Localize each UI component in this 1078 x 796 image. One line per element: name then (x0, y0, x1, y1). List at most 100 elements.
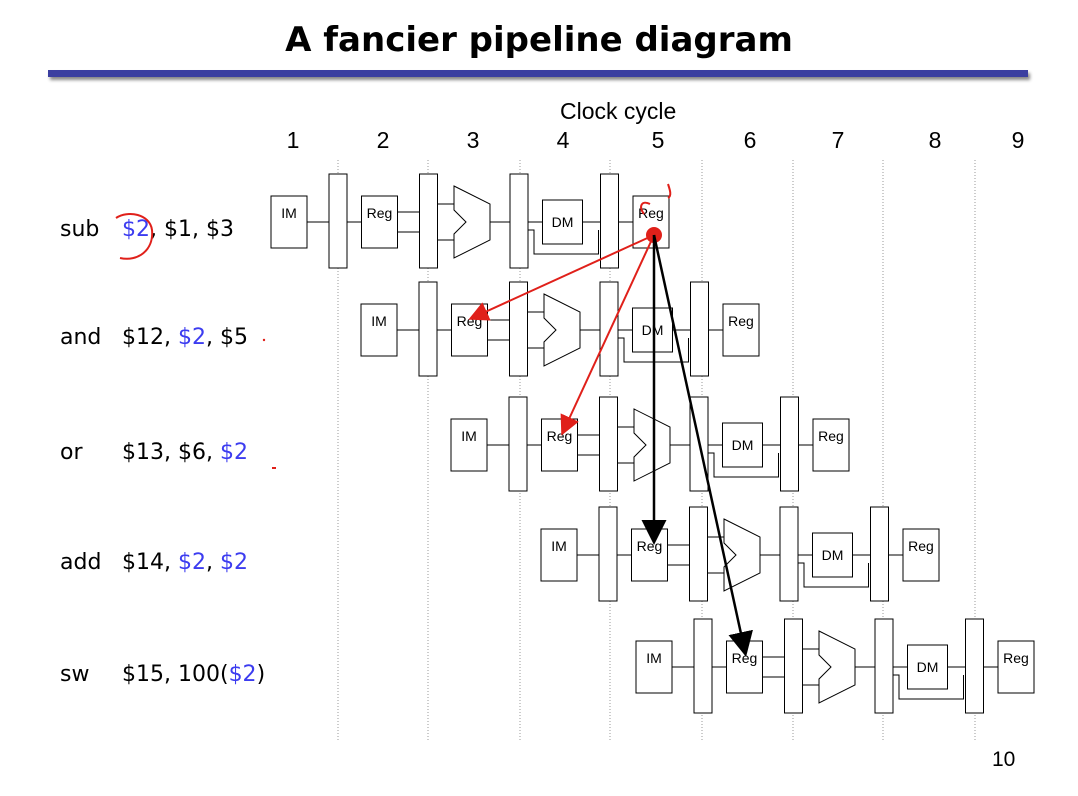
forward-arrow-and (468, 234, 655, 321)
im-label: IM (461, 428, 477, 444)
opcode: sub (60, 217, 100, 242)
pipeline-register (599, 396, 618, 492)
pipeline-register (780, 396, 799, 492)
dependent-register: $2 (177, 550, 206, 575)
reg-label: Reg (547, 428, 573, 444)
dependent-register: $2 (219, 550, 248, 575)
annotation-scribble (640, 201, 651, 215)
im-label: IM (646, 650, 662, 666)
instruction-sub: sub $2, $1, $3 (60, 217, 234, 242)
im-label: IM (551, 538, 567, 554)
reg-writeback-label: Reg (728, 313, 754, 329)
pipeline-register (328, 173, 348, 269)
dm-label: DM (732, 437, 754, 453)
reg-writeback-label: Reg (818, 428, 844, 444)
reg-box (541, 418, 578, 472)
bypass-wire (893, 674, 964, 700)
operand-text: $13, $6, (122, 440, 220, 465)
operand-text: ) (256, 662, 266, 687)
cycle-label: 7 (831, 127, 845, 153)
reg-writeback-box (722, 303, 760, 357)
reg-label: Reg (732, 650, 758, 666)
dm-box (632, 307, 673, 353)
operand-text: , $5 (205, 325, 248, 350)
pipeline-register (598, 506, 618, 602)
operand-text: $14, (122, 550, 178, 575)
pipeline-register (419, 173, 438, 269)
im-box (540, 528, 578, 582)
operand-text: , $1, $3 (150, 217, 234, 242)
im-box (360, 303, 398, 357)
reg-writeback-label: Reg (908, 538, 934, 554)
cycle-label: 9 (1011, 127, 1025, 153)
cycle-label: 5 (651, 127, 665, 153)
im-box (270, 195, 308, 249)
pipeline-register (690, 281, 709, 377)
cycle-label: 1 (286, 127, 300, 153)
annotation-dot (262, 338, 266, 342)
alu (723, 518, 761, 592)
cycle-label: 8 (928, 127, 942, 153)
pipeline-register (509, 281, 528, 377)
instruction-add: add $14, $2, $2 (60, 550, 248, 575)
operand-text: $15, 100( (122, 662, 229, 687)
instruction-or: or $13, $6, $2 (60, 440, 248, 465)
annotation-tick (667, 183, 672, 199)
alu (818, 630, 856, 704)
page-title: A fancier pipeline diagram (285, 20, 793, 60)
alu (453, 185, 491, 259)
alu (633, 408, 671, 482)
operand-text: $12, (122, 325, 178, 350)
pipeline-register (784, 618, 803, 714)
annotation-circle-dest (115, 213, 154, 260)
dependent-register: $2 (122, 217, 150, 242)
reg-writeback-label: Reg (1003, 650, 1029, 666)
bypass-wire (528, 229, 599, 255)
im-label: IM (281, 205, 297, 221)
forward-arrow-sw (652, 234, 753, 657)
reg-writeback-box (812, 418, 850, 472)
pipeline-register (599, 281, 619, 377)
pipeline-register (600, 173, 619, 269)
pipeline-register (689, 506, 708, 602)
pipeline-register (509, 173, 529, 269)
pipeline-register (508, 396, 528, 492)
reg-writeback-box (902, 528, 940, 582)
alu (543, 293, 581, 367)
reg-label: Reg (367, 205, 393, 221)
pipeline-register (418, 281, 438, 377)
instruction-sw: sw $15, 100($2) (60, 662, 265, 687)
opcode: add (60, 550, 102, 575)
dm-label: DM (642, 322, 664, 338)
reg-label: Reg (637, 538, 663, 554)
opcode: sw (60, 662, 90, 687)
cycle-label: 6 (743, 127, 757, 153)
opcode: or (60, 440, 83, 465)
pipeline-register (693, 618, 713, 714)
dm-label: DM (822, 547, 844, 563)
bypass-wire (618, 337, 689, 363)
pipeline-register (874, 618, 894, 714)
pipeline-register (779, 506, 799, 602)
im-label: IM (371, 313, 387, 329)
im-box (450, 418, 488, 472)
dependent-register: $2 (177, 325, 206, 350)
reg-writeback-label: Reg (638, 205, 664, 221)
forward-arrow-or (560, 234, 655, 436)
pipeline-register (965, 618, 984, 714)
dependent-register: $2 (219, 440, 248, 465)
bypass-wire (708, 452, 779, 478)
title-rule (48, 70, 1028, 77)
pipeline-register (870, 506, 889, 602)
instruction-and: and $12, $2, $5 (60, 325, 248, 350)
dm-box (812, 532, 853, 578)
dm-label: DM (552, 214, 574, 230)
cycle-label: 2 (376, 127, 390, 153)
dm-label: DM (917, 659, 939, 675)
reg-box (631, 528, 668, 582)
reg-box (361, 195, 398, 249)
dependent-register: $2 (228, 662, 257, 687)
cycle-label: 4 (556, 127, 570, 153)
reg-box (451, 303, 488, 357)
cycle-label: 3 (466, 127, 480, 153)
